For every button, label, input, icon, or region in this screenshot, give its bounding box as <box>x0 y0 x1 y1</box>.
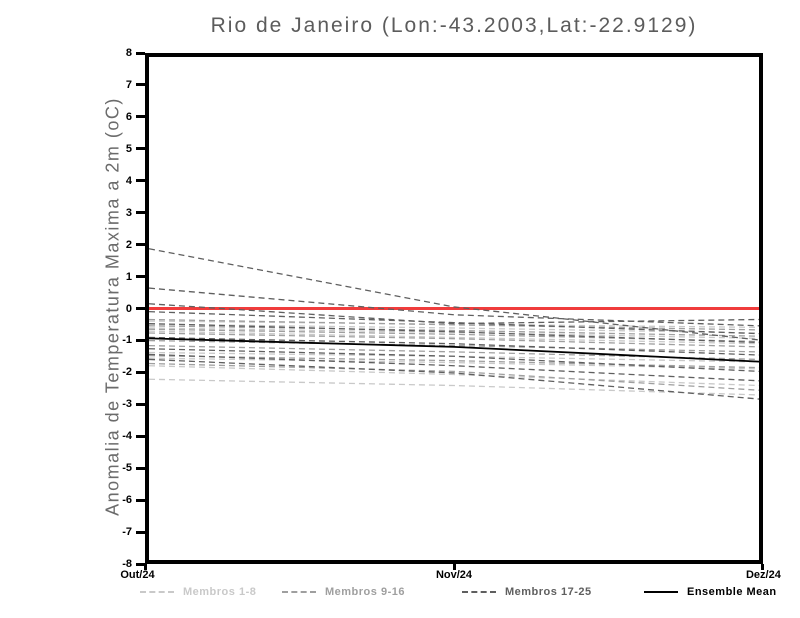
y-tick-mark <box>136 115 145 119</box>
legend-label: Membros 1-8 <box>183 586 257 598</box>
ensemble-member-line <box>149 344 759 361</box>
y-tick-mark <box>136 402 145 406</box>
dashed-line-sample-icon <box>282 591 316 593</box>
solid-line-sample-icon <box>644 591 678 593</box>
ensemble-member-line <box>149 365 759 387</box>
ensemble-member-line <box>149 325 759 337</box>
ensemble-member-line <box>149 348 759 373</box>
y-tick-label: 1 <box>125 270 132 283</box>
y-tick-mark <box>136 147 145 151</box>
ensemble-member-line <box>149 318 759 331</box>
y-tick-label: 8 <box>125 47 132 59</box>
x-tick-mark <box>143 564 147 570</box>
legend-item-membros-1-8: Membros 1-8 <box>140 584 256 600</box>
y-tick-label: 0 <box>125 302 132 315</box>
y-tick-label: 4 <box>125 174 132 187</box>
y-tick-label: -3 <box>122 398 132 411</box>
plot-svg <box>149 248 759 400</box>
page-title: Rio de Janeiro (Lon:-43.2003,Lat:-22.912… <box>210 14 698 37</box>
ensemble-member-line <box>149 357 759 370</box>
plot-area <box>145 53 763 564</box>
y-tick-mark <box>136 211 145 215</box>
ensemble-member-line <box>149 358 759 400</box>
x-tick-mark <box>760 564 764 570</box>
y-tick-mark <box>136 83 145 87</box>
legend-item-membros-17-25: Membros 17-25 <box>462 584 592 600</box>
y-tick-label: -1 <box>122 334 132 347</box>
y-tick-mark <box>136 275 145 279</box>
y-tick-mark <box>136 338 145 342</box>
y-tick-label: -6 <box>122 494 132 507</box>
y-tick-mark <box>136 434 145 438</box>
y-tick-mark <box>136 307 145 310</box>
ensemble-member-line <box>149 322 759 344</box>
ensemble-member-line <box>149 323 759 334</box>
y-tick-mark <box>136 51 145 55</box>
legend-item-membros-9-16: Membros 9-16 <box>282 584 405 600</box>
ensemble-member-line <box>149 330 759 345</box>
ensemble-member-line <box>149 336 759 356</box>
y-tick-label: -2 <box>122 366 132 379</box>
ensemble-member-line <box>149 328 759 343</box>
ensemble-member-line <box>149 353 759 382</box>
legend-item-ensemble-mean: Ensemble Mean <box>644 584 777 600</box>
ensemble-member-line <box>149 332 759 348</box>
ensemble-member-line <box>149 248 759 341</box>
x-tick-label: Nov/24 <box>435 569 473 581</box>
ensemble-member-line <box>149 310 759 335</box>
y-tick-label: -7 <box>122 526 132 539</box>
ensemble-member-line <box>149 303 759 325</box>
y-tick-label: -4 <box>122 430 132 443</box>
x-tick-mark <box>452 564 456 570</box>
y-tick-mark <box>136 498 145 502</box>
y-tick-mark <box>136 530 145 534</box>
legend-label: Membros 17-25 <box>505 586 592 598</box>
y-tick-label: -8 <box>122 558 132 570</box>
y-tick-label: 5 <box>125 142 132 155</box>
y-tick-mark <box>136 562 145 566</box>
y-tick-label: 2 <box>125 238 132 251</box>
y-tick-mark <box>136 179 145 183</box>
ensemble-member-line <box>149 378 759 396</box>
x-tick-label: Out/24 <box>120 569 155 581</box>
legend-label: Ensemble Mean <box>687 586 777 598</box>
ensemble-member-line <box>149 339 759 353</box>
y-tick-label: 7 <box>125 78 132 91</box>
y-tick-mark <box>136 243 145 247</box>
y-tick-label: 6 <box>125 110 132 123</box>
y-tick-label: -5 <box>122 462 132 475</box>
dashed-line-sample-icon <box>140 591 174 593</box>
x-tick-label: Dez/24 <box>745 569 781 581</box>
ensemble-member-line <box>149 362 759 391</box>
ensemble-member-line <box>149 355 759 369</box>
y-tick-mark <box>136 370 145 374</box>
y-tick-label: 3 <box>125 206 132 219</box>
chart-legend: Membros 1-8 Membros 9-16 Membros 17-25 E… <box>0 584 800 606</box>
y-tick-mark <box>136 466 145 470</box>
legend-label: Membros 9-16 <box>325 586 405 598</box>
dashed-line-sample-icon <box>462 591 496 593</box>
ensemble-member-line <box>149 287 759 327</box>
ensemble-mean-line <box>149 337 759 363</box>
